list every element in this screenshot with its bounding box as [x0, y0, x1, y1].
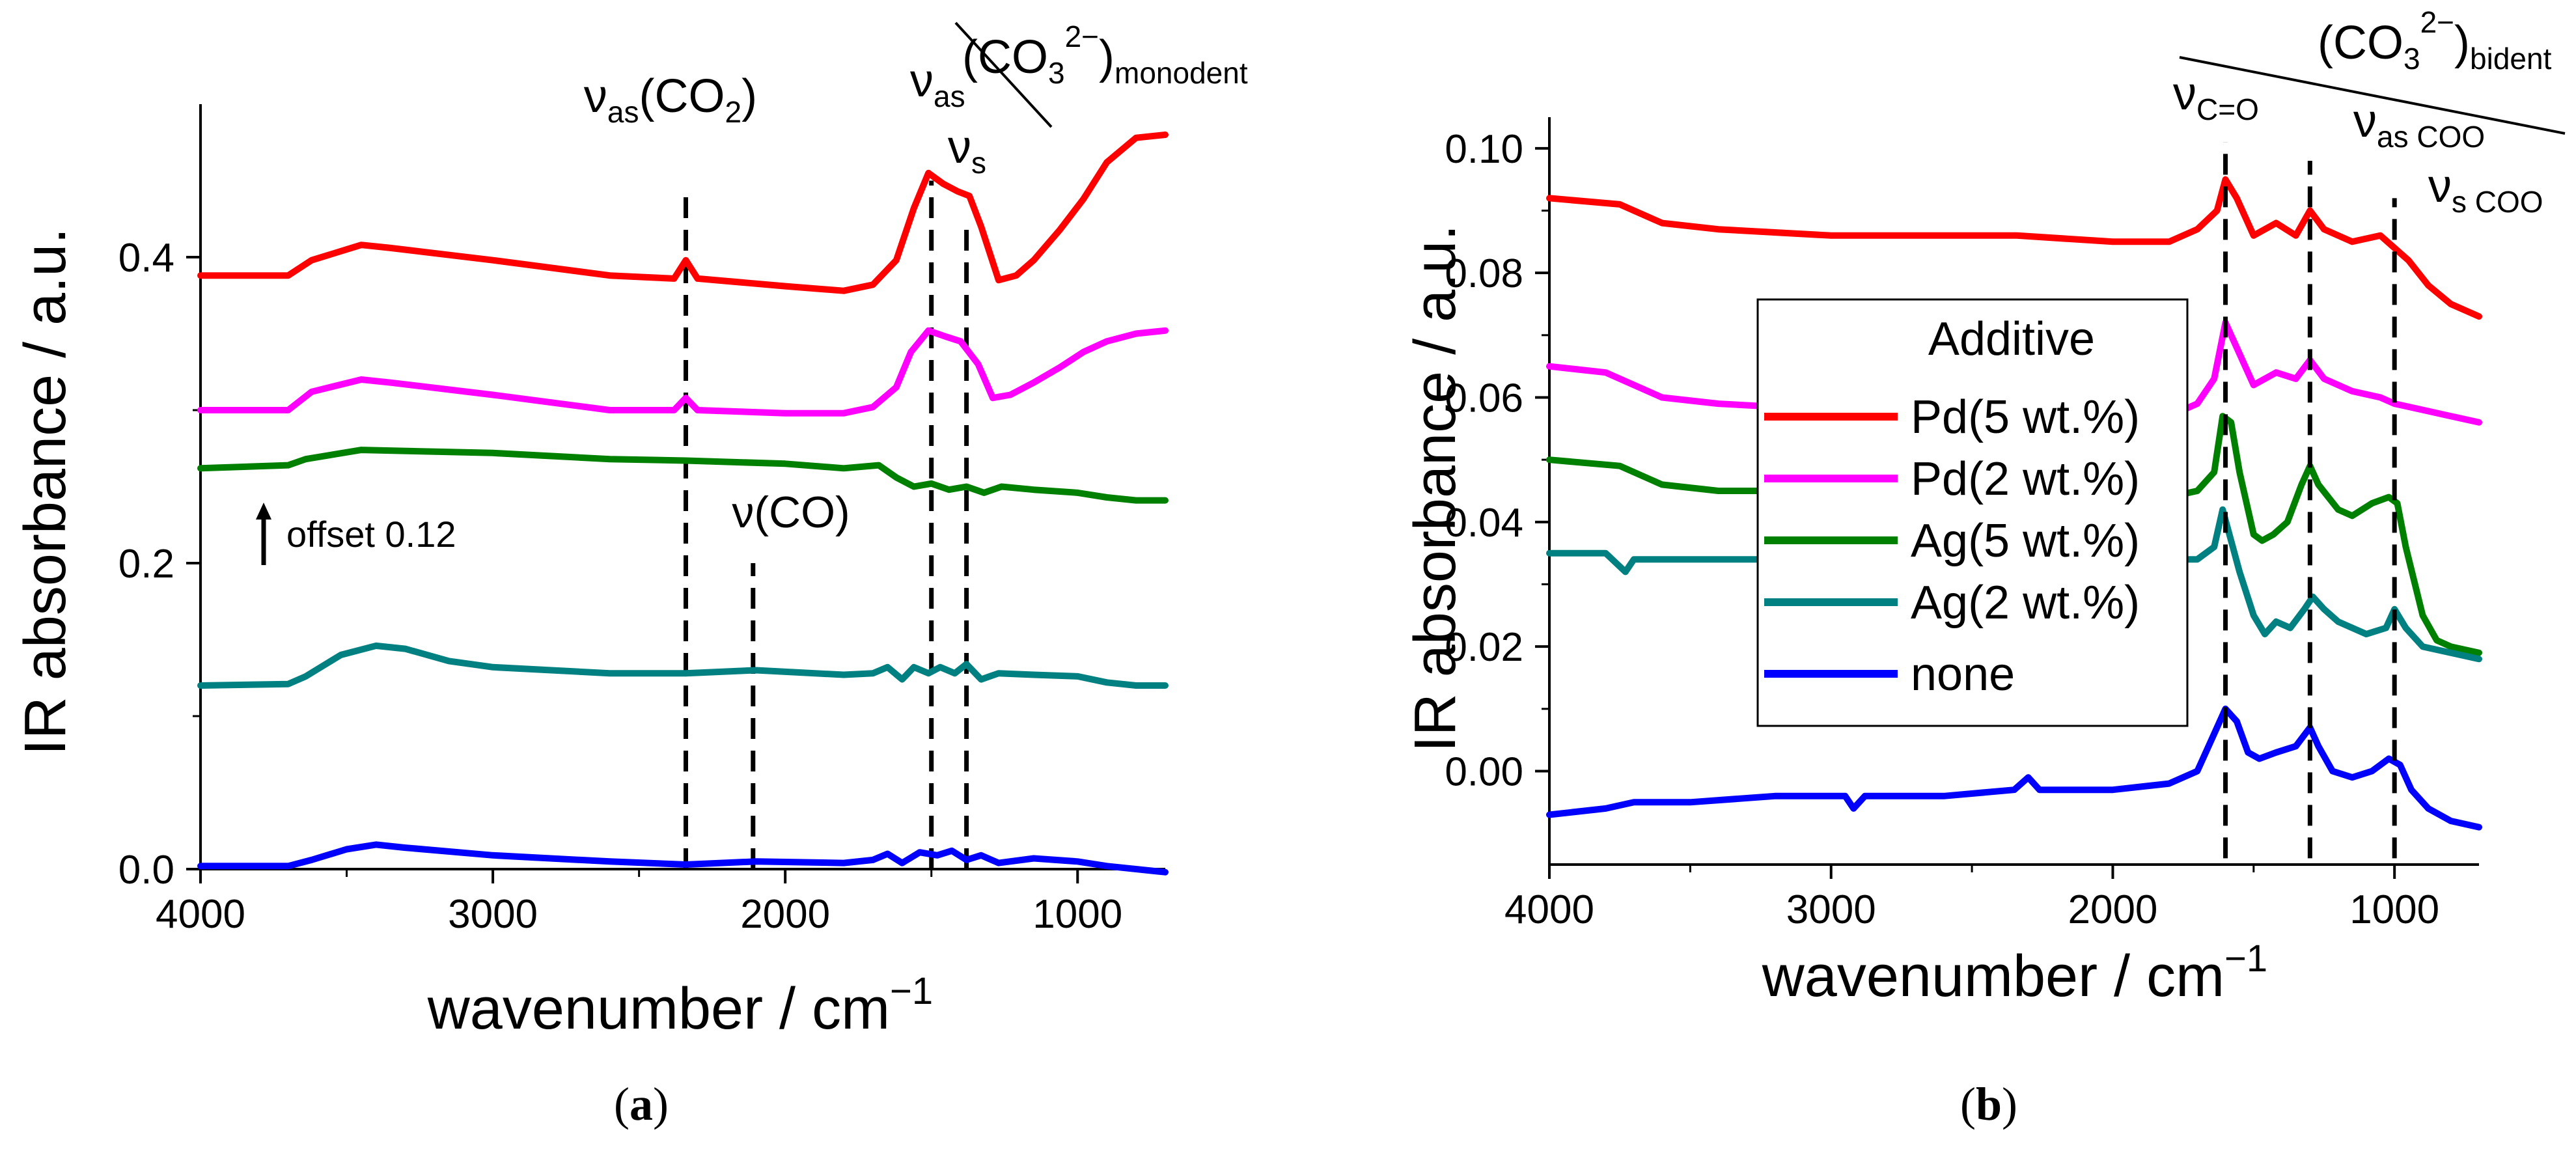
- y-tick-label: 0.10: [1445, 127, 1523, 172]
- panel-b-y-axis-label: IR absorbance / a.u.: [1403, 225, 1468, 752]
- y-tick-label: 0.08: [1445, 251, 1523, 296]
- annotation-nu-as: νas: [910, 55, 965, 113]
- series-line: [197, 642, 1169, 689]
- x-tick-label: 1000: [2349, 887, 2439, 932]
- panel-a-x-ticks: 4000 3000 2000 1000: [156, 869, 1122, 937]
- annotation-nu-co: ν(CO): [732, 488, 850, 537]
- legend-label: Pd(2 wt.%): [1911, 453, 2140, 505]
- x-tick-label: 3000: [1786, 887, 1876, 932]
- panel-b: 0.00 0.02 0.04 0.06 0.08 0.10 4000 3000 2000 100…: [1403, 5, 2566, 1130]
- legend-label: none: [1911, 648, 2015, 700]
- legend-label: Ag(2 wt.%): [1911, 577, 2140, 629]
- panel-a: 0.0 0.2 0.4 4000 3000 2000 1000 IR absorbance…: [13, 20, 1248, 1130]
- y-tick-label: 0.2: [118, 542, 174, 587]
- panel-b-x-ticks: 4000 3000 2000 1000: [1504, 865, 2439, 932]
- annotation-nu-s: νs: [948, 121, 986, 180]
- panel-a-series: [197, 132, 1169, 876]
- panel-b-caption: (b): [1960, 1078, 2017, 1130]
- x-tick-label: 4000: [156, 892, 245, 937]
- series-line: [197, 327, 1169, 417]
- y-tick-label: 0.0: [118, 848, 174, 893]
- series-line: [197, 841, 1169, 876]
- legend-label: Pd(5 wt.%): [1911, 391, 2140, 443]
- y-tick-label: 0.00: [1445, 750, 1523, 795]
- up-arrow-head-icon: [256, 503, 271, 520]
- x-tick-label: 3000: [448, 892, 538, 937]
- legend-item: none: [1764, 648, 2015, 700]
- legend-box: [1756, 298, 2189, 727]
- x-tick-label: 4000: [1504, 887, 1594, 932]
- annotation-nu-as-co2: νas(CO2): [584, 70, 757, 129]
- offset-note: offset 0.12: [256, 503, 456, 565]
- panel-a-y-axis-label: IR absorbance / a.u.: [13, 228, 78, 755]
- offset-note-text: offset 0.12: [286, 514, 456, 555]
- legend-item: Pd(2 wt.%): [1764, 453, 2140, 505]
- annotation-nu-c-o: νC=O: [2173, 68, 2259, 126]
- panel-b-marker-lines: [2223, 142, 2397, 859]
- annotation-nu-s-coo: νs COO: [2428, 160, 2543, 219]
- x-tick-label: 1000: [1032, 892, 1122, 937]
- y-tick-label: 0.06: [1445, 376, 1523, 421]
- x-tick-label: 2000: [740, 892, 830, 937]
- panel-a-marker-lines: [683, 180, 969, 869]
- series-line: [197, 132, 1169, 294]
- y-tick-label: 0.4: [118, 236, 174, 281]
- panel-b-y-ticks: 0.00 0.02 0.04 0.06 0.08 0.10: [1445, 127, 1549, 795]
- legend-title: Additive: [1928, 313, 2095, 365]
- legend: Additive Pd(5 wt.%) Pd(2 wt.%) Ag(5 wt.%…: [1756, 298, 2189, 727]
- annotation-nu-as-coo: νas COO: [2353, 95, 2485, 154]
- panel-a-caption: (a): [614, 1078, 669, 1130]
- legend-item: Ag(2 wt.%): [1764, 577, 2140, 629]
- annotation-divider: [954, 21, 1053, 128]
- panel-b-x-axis-label: wavenumber / cm−1: [1762, 937, 2267, 1009]
- annotation-carbonate-monodent: (CO32−)monodent: [962, 20, 1248, 90]
- series-line: [197, 447, 1169, 504]
- legend-item: Ag(5 wt.%): [1764, 515, 2140, 567]
- legend-item: Pd(5 wt.%): [1764, 391, 2140, 443]
- series-line: [1546, 176, 2482, 320]
- annotation-overline: [2179, 56, 2566, 135]
- x-tick-label: 2000: [2068, 887, 2157, 932]
- y-tick-label: 0.02: [1445, 625, 1523, 670]
- annotation-carbonate-bident: (CO32−)bident: [2318, 5, 2552, 76]
- y-tick-label: 0.04: [1445, 501, 1523, 546]
- panel-a-x-axis-label: wavenumber / cm−1: [427, 970, 933, 1042]
- panel-a-y-ticks: 0.0 0.2 0.4: [118, 236, 201, 893]
- legend-label: Ag(5 wt.%): [1911, 515, 2140, 567]
